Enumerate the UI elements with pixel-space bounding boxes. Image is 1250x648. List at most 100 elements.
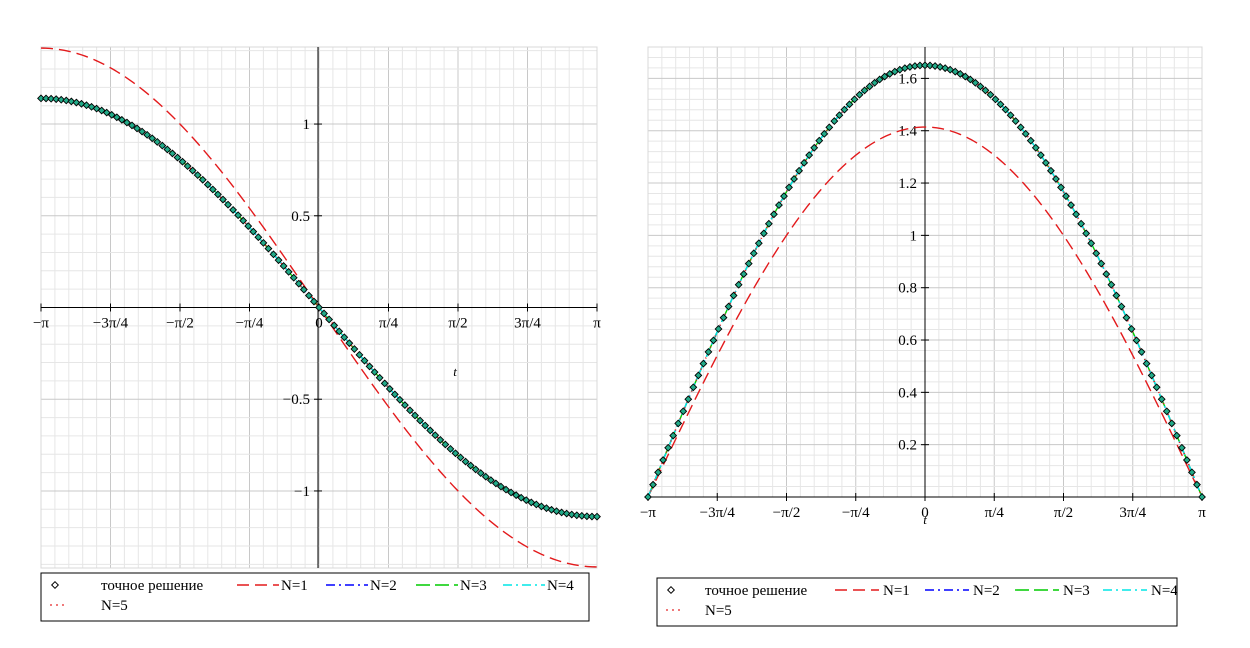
exact-marker: [593, 512, 601, 521]
y-tick-label: 0.2: [898, 438, 917, 454]
exact-marker: [320, 309, 328, 318]
exact-marker: [764, 219, 773, 228]
exact-solution-markers: [37, 94, 601, 521]
exact-marker: [406, 406, 414, 415]
exact-marker: [795, 166, 804, 175]
legend-label: N=1: [883, 583, 910, 599]
exact-marker: [1117, 302, 1126, 311]
exact-marker: [502, 485, 510, 494]
exact-marker: [158, 141, 167, 150]
exact-marker: [284, 267, 293, 276]
exact-marker: [345, 339, 354, 348]
exact-marker: [355, 350, 364, 359]
x-tick-label: 0: [921, 505, 929, 521]
exact-marker: [112, 113, 121, 122]
x-tick-label: −π/4: [236, 316, 264, 332]
exact-marker: [1198, 493, 1206, 501]
exact-marker: [880, 72, 889, 81]
exact-marker: [1046, 166, 1055, 175]
exact-marker: [1137, 347, 1146, 356]
legend-swatch: [672, 609, 674, 611]
exact-marker: [456, 453, 465, 462]
exact-marker: [47, 94, 56, 103]
exact-marker: [436, 435, 445, 444]
y-tick-label: 0.4: [898, 385, 917, 401]
exact-marker: [82, 101, 91, 110]
legend-label: N=3: [1063, 583, 1090, 599]
series-line-n1: [40, 47, 598, 568]
exact-marker: [37, 94, 45, 103]
exact-marker: [219, 195, 227, 204]
x-tick-label: π/2: [448, 316, 467, 332]
exact-marker: [820, 129, 829, 138]
exact-marker: [340, 333, 349, 342]
exact-marker: [1011, 117, 1020, 126]
x-tick-label: π/4: [985, 505, 1005, 521]
exact-marker: [1182, 456, 1191, 464]
legend-label: N=4: [547, 578, 574, 594]
exact-marker: [466, 461, 475, 470]
chart-left: −π −3π/4 −π/2 −π/4 0 π/4 π/2 3π/4 π t 1 0.5 −0.5 −1: [33, 46, 601, 569]
legend-box: [656, 577, 1178, 627]
exact-marker: [138, 127, 147, 136]
exact-marker: [163, 145, 172, 154]
legend-label: N=5: [705, 603, 732, 619]
exact-marker: [198, 175, 207, 184]
exact-marker: [1021, 129, 1030, 138]
y-tick-label: 0.5: [291, 209, 310, 225]
y-tick-label: 1.2: [898, 176, 917, 192]
exact-marker: [552, 507, 561, 516]
exact-marker: [739, 270, 748, 279]
exact-marker: [542, 504, 551, 513]
legend-swatch: [666, 585, 676, 595]
exact-marker: [517, 493, 526, 502]
exact-marker: [471, 465, 480, 474]
exact-marker: [87, 102, 96, 111]
legend-item: N=3: [1015, 583, 1090, 599]
legend-item: N=3: [416, 578, 487, 594]
exact-marker: [785, 183, 793, 192]
exact-marker: [966, 75, 975, 84]
exact-marker: [699, 359, 708, 368]
exact-marker: [461, 457, 470, 466]
exact-marker: [507, 488, 516, 497]
y-tick-label: 1.4: [898, 124, 917, 140]
exact-marker: [1016, 123, 1025, 132]
y-tick-label: 1: [910, 228, 918, 244]
exact-marker: [264, 244, 273, 253]
exact-marker: [810, 143, 819, 152]
exact-marker: [128, 121, 136, 130]
exact-marker: [951, 67, 960, 76]
x-tick-label: −π/2: [166, 316, 194, 332]
exact-marker: [744, 259, 753, 268]
exact-marker: [213, 190, 222, 199]
exact-marker: [1097, 259, 1106, 268]
exact-marker: [325, 315, 334, 324]
y-tick-label: 0.6: [898, 333, 917, 349]
exact-marker: [734, 280, 743, 289]
x-tick-label: 3π/4: [514, 316, 541, 332]
exact-marker: [1167, 419, 1176, 428]
exact-marker: [416, 416, 425, 425]
exact-marker: [491, 479, 500, 488]
exact-marker: [865, 82, 874, 91]
exact-marker: [931, 62, 940, 70]
exact-marker: [446, 444, 455, 453]
exact-marker: [926, 61, 934, 70]
legend-item: точное решение: [666, 583, 808, 599]
exact-marker: [1052, 175, 1060, 183]
legend-item: N=5: [666, 603, 732, 619]
exact-marker: [780, 192, 788, 201]
exact-marker: [421, 421, 430, 430]
exact-marker: [790, 175, 798, 183]
exact-marker: [582, 512, 591, 521]
x-axis-label: t: [923, 512, 927, 527]
exact-marker: [400, 401, 409, 410]
exact-marker: [1077, 219, 1086, 228]
legend-swatch: [666, 609, 668, 611]
x-tick-labels: −π −3π/4 −π/2 −π/4 0 π/4 π/2 3π/4 π: [33, 303, 601, 332]
exact-marker: [1172, 431, 1181, 440]
exact-marker: [299, 285, 308, 294]
exact-marker: [512, 491, 521, 500]
